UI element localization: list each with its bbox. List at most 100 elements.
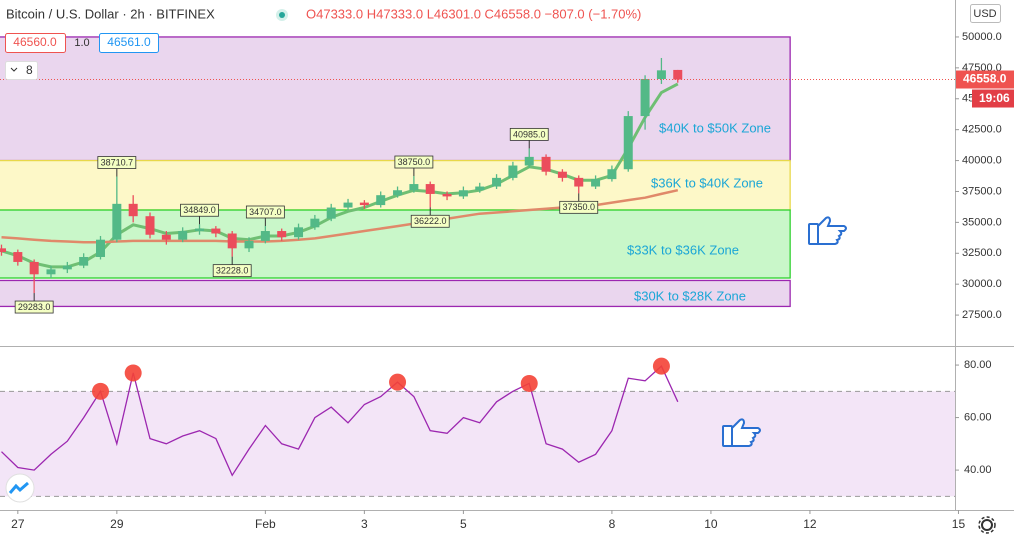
- annotation-box: [212, 264, 252, 278]
- candle-body: [145, 216, 155, 235]
- candle-body: [591, 179, 601, 187]
- candle-body: [442, 193, 452, 197]
- y-tick-label: 40.00: [964, 464, 992, 476]
- candle-body: [260, 231, 270, 241]
- indicators-toggle[interactable]: [5, 61, 38, 80]
- annotation-box: [245, 205, 285, 219]
- buy-button[interactable]: [99, 33, 159, 53]
- candle-body: [46, 269, 56, 275]
- background: [0, 36, 955, 497]
- candle-body: [393, 190, 403, 196]
- axes: 27500.0 30000.0 32500.0 35000.0 37500.0 40000…: [11, 31, 1014, 531]
- candle-body: [557, 171, 567, 178]
- candle-body: [640, 78, 650, 117]
- spread: 1.0: [74, 37, 89, 49]
- y-tick-label: 30000.0: [962, 278, 1002, 290]
- candle-body: [623, 116, 633, 170]
- candle-body: [13, 252, 23, 262]
- candle-body: [475, 186, 485, 191]
- chevron: [10, 67, 18, 72]
- candle-body: [607, 169, 617, 180]
- candle-body: [96, 239, 106, 257]
- y-tick-label: 37500.0: [962, 185, 1002, 197]
- zone: [0, 36, 791, 162]
- candle-body: [541, 156, 551, 172]
- last-price-tag: [956, 70, 1014, 89]
- candle-body: [62, 265, 72, 270]
- candle-body: [310, 218, 320, 228]
- annotation-label: 38750.0: [398, 157, 431, 167]
- thumb-icon: [722, 418, 761, 447]
- y-tick-label: 27500.0: [962, 309, 1002, 321]
- y-tick-label: 35000.0: [962, 216, 1002, 228]
- y-tick-label: 50000.0: [962, 31, 1002, 43]
- candle-body: [195, 228, 205, 232]
- rsi-peak: [389, 373, 407, 391]
- candle-body: [508, 165, 518, 178]
- y-tick-label: 32500.0: [962, 247, 1002, 259]
- annotation-label: 40985.0: [513, 129, 546, 139]
- zone-label: $33K to $36K Zone: [627, 242, 739, 257]
- countdown-tag: [972, 89, 1014, 108]
- rsi-peak: [652, 357, 670, 375]
- annotation-label: 38710.7: [101, 157, 134, 167]
- candle-body: [227, 233, 237, 249]
- y-tick-label: 80.00: [964, 359, 992, 371]
- rsi-peak: [124, 364, 142, 382]
- rsi-line: [1, 365, 679, 477]
- indicator-count[interactable]: 8: [26, 63, 33, 77]
- countdown: 19:06: [979, 91, 1010, 105]
- zone: [0, 209, 791, 279]
- annotation-label: 32228.0: [216, 266, 249, 276]
- candle-body: [656, 70, 666, 79]
- sell-button[interactable]: [5, 33, 66, 53]
- annotation-box: [394, 155, 434, 169]
- candle-body: [326, 207, 336, 219]
- x-tick-label: 12: [803, 517, 817, 531]
- currency[interactable]: USD: [973, 8, 996, 20]
- annotation-box: [559, 200, 599, 214]
- annotation-label: 29283.0: [18, 302, 51, 312]
- annotation-label: 36222.0: [414, 216, 447, 226]
- candle-body: [178, 231, 188, 240]
- candle-body: [673, 69, 683, 80]
- annotation-label: 34707.0: [249, 207, 282, 217]
- y-tick-label: 60.00: [964, 411, 992, 423]
- y-tick-label: 40000.0: [962, 154, 1002, 166]
- zone: [0, 279, 791, 308]
- status-dot: [279, 12, 285, 18]
- annotation-label: 34849.0: [183, 205, 216, 215]
- x-tick-label: 29: [110, 517, 124, 531]
- candle-body: [0, 248, 6, 253]
- candle-body: [79, 256, 89, 266]
- candle-body: [425, 184, 435, 194]
- candle-body: [29, 261, 39, 275]
- settings-icon[interactable]: [981, 519, 993, 531]
- candle-body: [112, 203, 122, 240]
- annotation-box: [180, 203, 219, 217]
- candle-body: [458, 190, 468, 197]
- annotation-label: 37350.0: [562, 202, 595, 212]
- candle-body: [161, 234, 171, 240]
- ask-price[interactable]: 46561.0: [107, 35, 151, 49]
- annotation-box: [410, 214, 450, 228]
- x-tick-label: 15: [952, 517, 966, 531]
- candle-body: [409, 184, 419, 191]
- x-tick-label: 27: [11, 517, 25, 531]
- rsi-band: [0, 391, 955, 497]
- settings-teeth: [978, 516, 996, 534]
- candle-body: [376, 195, 386, 206]
- bid-price[interactable]: 46560.0: [13, 35, 57, 49]
- y-tick-label: 42500.0: [962, 124, 1002, 136]
- zone-label: $30K to $28K Zone: [634, 288, 746, 303]
- x-tick-label: Feb: [255, 517, 276, 531]
- annotation-box: [509, 127, 549, 141]
- candle-body: [492, 177, 502, 187]
- candle-body: [574, 177, 584, 187]
- currency-button[interactable]: [970, 4, 1001, 23]
- candle-body: [524, 156, 534, 166]
- plot: $40K to $50K Zone $36K to $40K Zone $33K t…: [0, 57, 955, 477]
- x-tick-label: 8: [609, 517, 616, 531]
- x-tick-label: 3: [361, 517, 368, 531]
